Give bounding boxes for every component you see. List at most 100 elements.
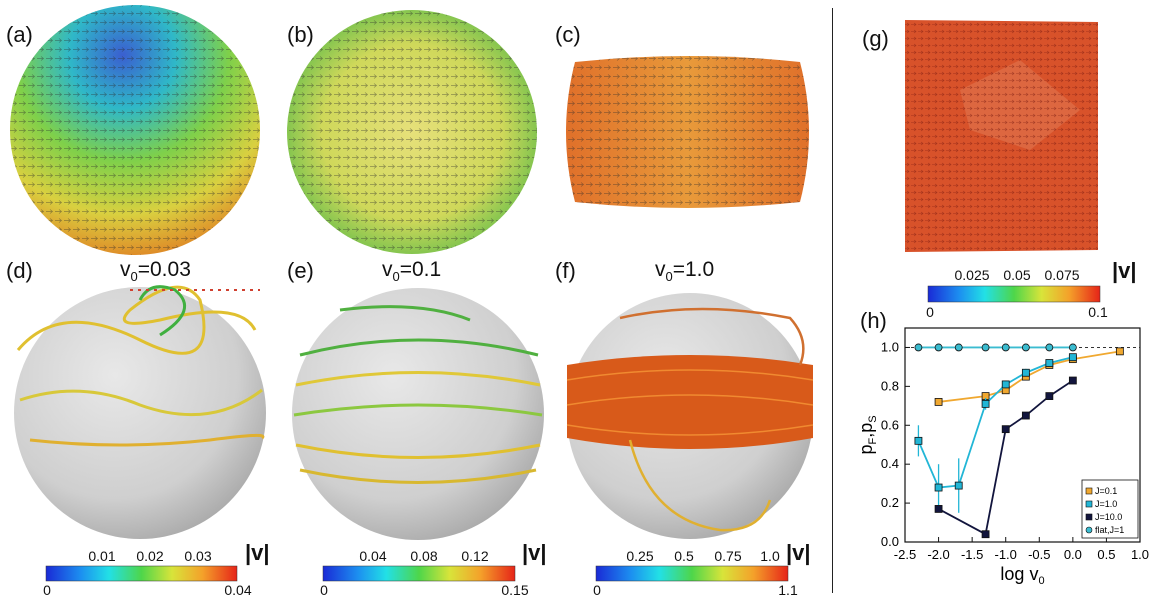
data-point	[1001, 343, 1010, 352]
data-point	[1045, 359, 1054, 367]
data-point	[1001, 380, 1010, 389]
legend-label: flat,J=1	[1095, 525, 1124, 535]
x-tick-label: 0.0	[1064, 547, 1082, 562]
colorbar-f-unit: |v|	[786, 540, 811, 565]
y-tick-label: 0.0	[881, 534, 899, 549]
y-tick-label: 1.0	[881, 339, 899, 354]
colorbar-e-tick: 0.08	[410, 548, 438, 564]
x-tick-label: -0.5	[1028, 547, 1050, 562]
colorbar-e-max: 0.15	[501, 582, 529, 598]
colorbar-f-max: 1.1	[778, 582, 798, 598]
colorbar-g-min: 0	[926, 304, 934, 320]
plot-h: -2.5 -2.0 -1.5 -1.0 -0.5 0.0 0.5 1.0 0.0 0.2 0.4 0.…	[856, 327, 1149, 587]
trajectory-sphere-d	[14, 285, 266, 539]
data-point	[1001, 425, 1010, 434]
legend-marker	[1085, 513, 1093, 521]
y-tick-label: 0.8	[881, 378, 899, 393]
data-point	[1115, 347, 1124, 356]
colorbar-d-tick: 0.03	[184, 548, 212, 564]
colorbar-d-unit: |v|	[245, 540, 270, 565]
y-tick-label: 0.2	[881, 495, 899, 510]
panel-label-h: (h)	[860, 308, 887, 333]
colorbar-g-tick: 0.075	[1044, 267, 1080, 283]
trajectory-sphere-f	[566, 293, 814, 539]
data-point	[954, 481, 963, 490]
data-point	[1021, 411, 1030, 420]
data-point	[1068, 343, 1077, 352]
x-tick-label: -1.0	[995, 547, 1017, 562]
colorbar-e-unit: |v|	[522, 540, 547, 565]
x-tick-label: -1.5	[961, 547, 983, 562]
y-tick-label: 0.4	[881, 456, 899, 471]
velocity-title-d: v0=0.03	[120, 258, 191, 285]
panel-label-e: (e)	[287, 258, 314, 283]
velocity-title-e: v0=0.1	[382, 258, 442, 285]
x-axis-label: log v0	[1000, 564, 1044, 587]
plot-frame	[904, 327, 1141, 543]
series-line	[917, 356, 1074, 489]
data-point	[1068, 376, 1077, 385]
data-point	[1045, 343, 1054, 352]
colorbar-g-max: 0.1	[1088, 304, 1108, 320]
y-tick-label: 0.6	[881, 417, 899, 432]
data-point	[981, 343, 990, 352]
data-point	[934, 398, 943, 406]
colorbar-e-tick: 0.12	[461, 548, 489, 564]
data-point	[981, 399, 990, 408]
sphere-a	[10, 5, 260, 255]
colorbar-e	[322, 565, 516, 582]
flat-lattice-g	[905, 20, 1098, 252]
colorbar-g	[927, 285, 1101, 303]
data-point	[934, 343, 943, 352]
colorbar-f-tick: 1.0	[760, 548, 780, 564]
x-tick-label: 0.5	[1097, 547, 1115, 562]
panel-label-f: (f)	[555, 258, 576, 283]
colorbar-g-tick: 0.025	[954, 267, 990, 283]
data-point	[1021, 368, 1030, 377]
colorbar-e-tick: 0.04	[359, 548, 387, 564]
panel-label-c: (c)	[555, 22, 581, 47]
legend-label: J=10.0	[1095, 512, 1122, 522]
series-line	[938, 379, 1074, 536]
legend-label: J=0.1	[1095, 486, 1117, 496]
legend-marker	[1085, 526, 1093, 534]
data-point	[1068, 353, 1077, 362]
colorbar-f-tick: 0.5	[674, 548, 694, 564]
colorbar-d-max: 0.04	[224, 582, 252, 598]
data-point	[914, 343, 923, 352]
colorbar-d-tick: 0.02	[136, 548, 164, 564]
data-point	[981, 530, 990, 539]
colorbar-g-unit: |v|	[1112, 258, 1137, 283]
x-tick-label: 1.0	[1131, 547, 1149, 562]
data-point	[954, 343, 963, 352]
colorbar-g-tick: 0.05	[1003, 267, 1031, 283]
colorbar-f-tick: 0.25	[626, 548, 654, 564]
legend-marker	[1085, 500, 1093, 508]
panel-label-g: (g)	[862, 26, 889, 51]
velocity-title-f: v0=1.0	[655, 258, 715, 285]
y-axis-label: pF,pS	[856, 415, 879, 454]
legend-label: J=1.0	[1095, 499, 1117, 509]
panel-label-d: (d)	[6, 258, 33, 283]
barrel-c	[566, 56, 809, 208]
data-point	[934, 505, 943, 513]
colorbar-d-tick: 0.01	[88, 548, 116, 564]
trajectory-sphere-e	[292, 288, 544, 540]
legend-marker	[1085, 487, 1093, 495]
colorbar-e-min: 0	[320, 582, 328, 598]
panel-divider	[832, 8, 833, 593]
colorbar-f-tick: 0.75	[714, 548, 742, 564]
data-point	[1045, 392, 1054, 400]
colorbar-f-min: 0	[593, 582, 601, 598]
panel-label-b: (b)	[287, 22, 314, 47]
data-point	[934, 483, 943, 492]
panel-label-a: (a)	[6, 22, 33, 47]
data-point	[1021, 343, 1030, 352]
x-tick-label: -2.0	[927, 547, 949, 562]
data-point	[914, 436, 923, 445]
colorbar-d	[45, 565, 238, 582]
colorbar-f	[595, 565, 789, 582]
colorbar-d-min: 0	[43, 582, 51, 598]
sphere-b	[287, 10, 537, 254]
